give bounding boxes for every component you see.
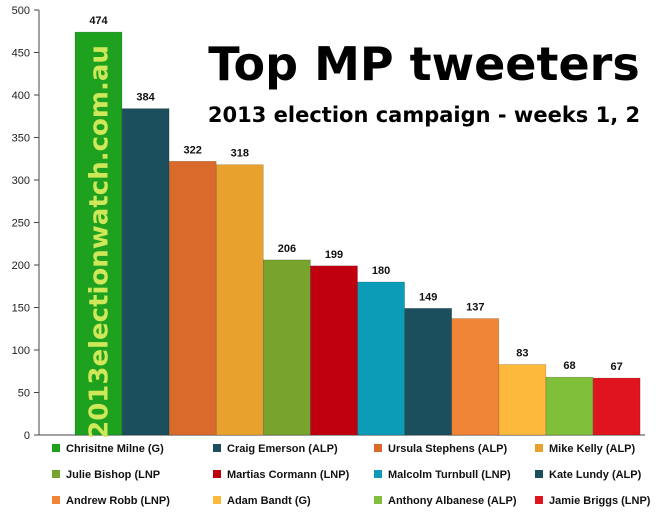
legend-swatch <box>374 444 382 452</box>
y-tick-label: 250 <box>12 218 30 230</box>
y-tick-label: 500 <box>12 5 30 17</box>
legend-label: Andrew Robb (LNP) <box>66 495 170 507</box>
bar-jamie-briggs-lnp <box>592 377 641 436</box>
bar-adam-bandt-g <box>498 364 547 436</box>
data-label: 322 <box>184 144 202 156</box>
legend-swatch <box>213 444 221 452</box>
legend-label: Ursula Stephens (ALP) <box>388 443 508 455</box>
bar-chrisitne-milne-g <box>74 31 123 436</box>
legend-label: Adam Bandt (G) <box>227 495 311 507</box>
bar-andrew-robb-lnp <box>451 318 500 436</box>
y-tick-label: 0 <box>24 430 30 442</box>
data-label: 474 <box>89 15 108 27</box>
data-label: 68 <box>563 360 575 372</box>
legend-label: Anthony Albanese (ALP) <box>388 495 517 507</box>
legend-swatch <box>535 496 543 504</box>
bar-craig-emerson-alp <box>121 108 170 436</box>
y-tick-label: 200 <box>12 260 30 272</box>
y-tick-label: 150 <box>12 303 30 315</box>
bar-martias-cormann-lnp <box>310 265 358 436</box>
bar-mike-kelly-alp <box>216 164 264 436</box>
chart-subtitle: 2013 election campaign - weeks 1, 2 <box>208 103 640 127</box>
bar-malcolm-turnbull-lnp <box>357 281 405 436</box>
legend-label: Martias Cormann (LNP) <box>227 469 350 481</box>
legend-label: Mike Kelly (ALP) <box>549 443 636 455</box>
chart-bars <box>74 31 641 436</box>
legend-swatch <box>52 496 60 504</box>
watermark-layer: 2013electionwatch.com.au <box>85 45 115 439</box>
y-tick-label: 50 <box>18 388 30 400</box>
data-label: 384 <box>136 92 155 104</box>
bar-julie-bishop-lnp <box>263 259 311 436</box>
legend-swatch <box>374 470 382 478</box>
legend-swatch <box>535 470 543 478</box>
legend-label: Julie Bishop (LNP <box>66 469 160 481</box>
data-label: 83 <box>516 347 528 359</box>
legend-swatch <box>52 444 60 452</box>
chart-axes: 0 50 100 150 200 250 300 350 400 450 500 <box>12 5 645 442</box>
data-label: 67 <box>610 361 622 373</box>
y-tick-label: 400 <box>12 90 30 102</box>
legend-swatch <box>213 470 221 478</box>
y-tick-label: 450 <box>12 48 30 60</box>
y-tick-label: 100 <box>12 345 30 357</box>
data-label: 206 <box>278 243 296 255</box>
data-label: 199 <box>325 249 343 261</box>
legend-swatch <box>535 444 543 452</box>
bar-ursula-stephens-alp <box>168 161 217 436</box>
data-label: 149 <box>419 291 437 303</box>
legend-label: Jamie Briggs (LNP) <box>549 495 651 507</box>
data-label: 180 <box>372 265 390 277</box>
chart-data-labels: 474 384 322 318 206 199 180 149 137 83 68 67 <box>89 15 622 373</box>
data-label: 137 <box>466 302 484 314</box>
watermark-text: 2013electionwatch.com.au <box>85 45 115 439</box>
legend-label: Craig Emerson (ALP) <box>227 443 338 455</box>
chart-legend: Chrisitne Milne (G) Craig Emerson (ALP) Ur… <box>52 443 651 507</box>
y-tick-label: 350 <box>12 133 30 145</box>
bar-kate-lundy-alp <box>404 308 453 436</box>
y-tick-label: 300 <box>12 175 30 187</box>
data-label: 318 <box>231 148 249 160</box>
legend-label: Chrisitne Milne (G) <box>66 443 164 455</box>
legend-label: Malcolm Turnbull (LNP) <box>388 469 511 481</box>
legend-swatch <box>52 470 60 478</box>
chart-title: Top MP tweeters <box>208 37 639 91</box>
bar-anthony-albanese-alp <box>545 376 594 436</box>
legend-label: Kate Lundy (ALP) <box>549 469 642 481</box>
legend-swatch <box>374 496 382 504</box>
legend-swatch <box>213 496 221 504</box>
